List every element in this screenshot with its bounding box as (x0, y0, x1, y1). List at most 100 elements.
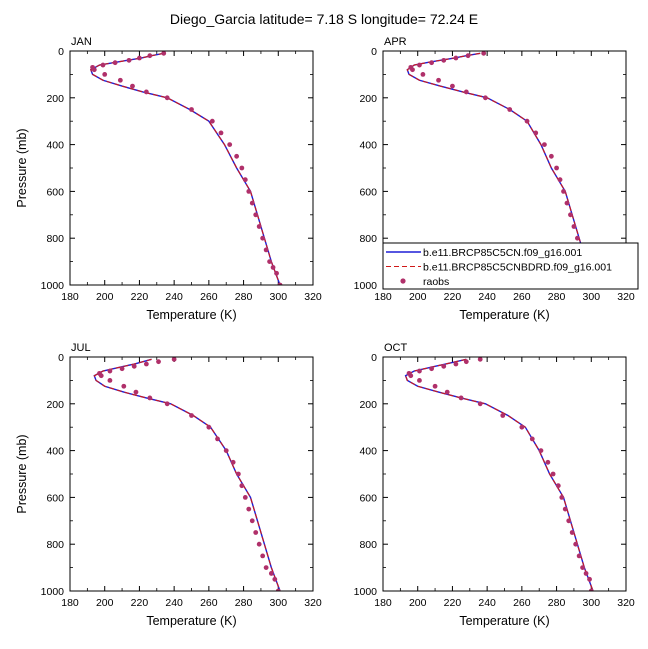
raobs-point-jan (227, 142, 233, 148)
series-line-cn-jul (93, 358, 281, 591)
y-axis-label-jan: Pressure (mb) (15, 128, 29, 207)
raobs-point-oct (555, 483, 561, 489)
raobs-point-jan (267, 259, 273, 264)
raobs-point-jul (143, 361, 149, 367)
x-tick-label-jul: 260 (200, 597, 218, 609)
raobs-point-oct (569, 530, 575, 535)
x-tick-label-apr: 300 (583, 291, 601, 303)
raobs-point-oct (408, 373, 414, 379)
raobs-point-apr (568, 212, 573, 218)
x-tick-label-oct: 240 (478, 597, 496, 609)
raobs-point-jul (239, 483, 245, 489)
raobs-point-apr (465, 53, 471, 59)
raobs-point-apr (410, 67, 415, 73)
raobs-point-apr (417, 62, 422, 68)
x-tick-label-jul: 240 (165, 597, 183, 609)
raobs-point-oct (441, 363, 447, 369)
y-tick-label-oct: 600 (359, 492, 377, 504)
raobs-point-oct (417, 378, 422, 383)
series-line-bdrd-oct (404, 358, 594, 591)
panel-label-jul: JUL (71, 342, 91, 354)
raobs-point-jul (206, 424, 212, 430)
raobs-point-jul (256, 541, 262, 547)
plot-area-jan (89, 51, 283, 285)
raobs-point-oct (432, 383, 438, 389)
raobs-point-jan (112, 60, 118, 66)
x-tick-label-jan: 200 (96, 291, 114, 303)
x-tick-label-jul: 180 (61, 597, 79, 609)
raobs-point-jul (107, 368, 113, 374)
y-tick-label-apr: 800 (359, 233, 377, 245)
y-tick-label-jul: 1000 (41, 586, 65, 598)
raobs-point-apr (564, 200, 570, 206)
raobs-point-jul (215, 436, 220, 442)
raobs-point-jul (156, 359, 161, 365)
raobs-point-apr (575, 235, 580, 241)
raobs-point-jul (249, 518, 255, 524)
raobs-point-jul (164, 401, 170, 407)
panel-oct: OCT 180 200 220 240 260 280 300 320 0 200 400 600 800… (354, 342, 635, 628)
raobs-point-jan (253, 212, 259, 218)
raobs-point-apr (483, 95, 488, 101)
y-tick-label-jan: 200 (46, 93, 64, 105)
raobs-point-apr (548, 153, 554, 159)
panel-jul: JUL 180 200 220 240 260 280 300 320 0 200 400 600 800… (15, 342, 322, 628)
x-tick-label-oct: 260 (513, 597, 531, 609)
raobs-point-apr (441, 57, 447, 63)
raobs-point-jan (234, 153, 240, 159)
raobs-point-oct (417, 368, 422, 374)
raobs-point-jan (256, 224, 262, 229)
raobs-point-apr (533, 130, 539, 136)
raobs-point-apr (436, 77, 441, 83)
raobs-point-jan (126, 57, 132, 63)
raobs-point-jul (272, 576, 278, 582)
x-tick-label-oct: 320 (617, 597, 635, 609)
raobs-point-apr (524, 118, 530, 124)
y-tick-label-oct: 0 (371, 352, 377, 364)
raobs-point-oct (519, 424, 525, 430)
raobs-point-jul (230, 459, 236, 465)
y-tick-label-jul: 0 (58, 352, 64, 364)
raobs-point-oct (538, 448, 544, 453)
raobs-point-jul (98, 373, 104, 379)
raobs-point-oct (458, 395, 464, 401)
raobs-point-jan (164, 95, 170, 101)
x-tick-label-jul: 220 (131, 597, 149, 609)
raobs-point-jan (143, 89, 149, 95)
y-tick-label-jul: 600 (46, 492, 64, 504)
raobs-point-oct (545, 459, 551, 465)
legend: b.e11.BRCP85C5CN.f09_g16.001 b.e11.BRCP85… (382, 242, 639, 290)
panel-jan: JAN 180 200 220 240 260 280 300 320 0 200 400 600 800… (15, 36, 322, 322)
x-tick-label-apr: 200 (409, 291, 427, 303)
series-line-cn-oct (404, 358, 594, 591)
panels-group: JAN 180 200 220 240 260 280 300 320 0 200 400 600 800… (15, 36, 635, 628)
raobs-point-oct (573, 541, 579, 547)
x-tick-label-jan: 300 (270, 291, 288, 303)
y-tick-label-oct: 400 (359, 446, 377, 458)
raobs-point-oct (588, 588, 594, 591)
raobs-point-apr (450, 83, 455, 89)
raobs-point-jul (235, 471, 241, 477)
raobs-point-apr (542, 142, 547, 148)
legend-box (382, 242, 639, 290)
raobs-point-apr (554, 165, 559, 171)
raobs-point-oct (444, 389, 450, 395)
raobs-point-jan (130, 83, 135, 89)
raobs-point-apr (507, 107, 513, 112)
raobs-point-jul (246, 506, 252, 512)
x-tick-label-apr: 240 (478, 291, 496, 303)
y-tick-label-jan: 800 (46, 233, 64, 245)
raobs-point-jan (189, 107, 194, 112)
raobs-point-jul (133, 389, 139, 395)
raobs-point-jul (268, 571, 274, 576)
x-tick-label-apr: 180 (374, 291, 392, 303)
raobs-point-apr (561, 189, 566, 194)
raobs-point-jan (277, 282, 283, 285)
raobs-point-jan (147, 53, 153, 59)
series-line-cn-jan (89, 52, 281, 285)
y-tick-label-jul: 400 (46, 446, 64, 458)
raobs-point-jan (100, 62, 106, 68)
raobs-point-oct (529, 436, 535, 442)
raobs-point-oct (429, 366, 434, 372)
